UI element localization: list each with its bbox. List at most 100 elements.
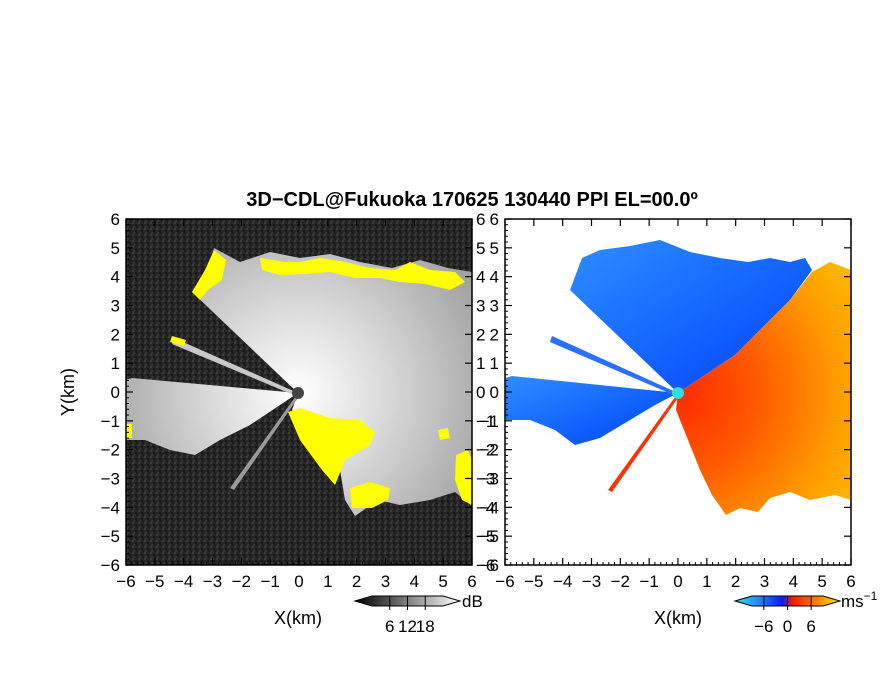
velocity-y-tick-label: 3 <box>490 297 499 316</box>
snr-y-tick-label: −4 <box>101 498 120 517</box>
snr-radar-site <box>292 387 304 399</box>
snr-y-tick-label-right: 3 <box>476 297 485 316</box>
snr-x-tick-label: 4 <box>410 572 419 591</box>
velocity-colorbar-tick-label: −6 <box>754 617 773 636</box>
velocity-y-tick-label: −1 <box>480 412 499 431</box>
snr-mask-region <box>126 250 472 508</box>
snr-x-tick-label: −6 <box>116 572 135 591</box>
snr-colorbar-unit: dB <box>462 592 483 611</box>
velocity-x-tick-label: 3 <box>760 572 769 591</box>
velocity-x-tick-label: 5 <box>817 572 826 591</box>
velocity-beam-sw <box>608 393 680 492</box>
snr-y-tick-label: −2 <box>101 441 120 460</box>
velocity-approaching-region <box>570 240 812 393</box>
snr-y-tick-label: 2 <box>111 325 120 344</box>
velocity-x-tick-label: 6 <box>846 572 855 591</box>
snr-y-tick-label-right: 4 <box>476 268 485 287</box>
snr-y-tick-label: 1 <box>111 354 120 373</box>
snr-y-tick-label-right: 0 <box>476 383 485 402</box>
snr-x-tick-label: −5 <box>145 572 164 591</box>
snr-x-tick-label: −4 <box>174 572 193 591</box>
snr-y-tick-label-right: 1 <box>476 354 485 373</box>
velocity-y-tick-label: 1 <box>490 354 499 373</box>
velocity-x-tick-label: 1 <box>702 572 711 591</box>
velocity-x-tick-label: −1 <box>639 572 658 591</box>
snr-echo-west <box>126 378 298 455</box>
snr-y-tick-label: 4 <box>111 268 120 287</box>
velocity-y-tick-label: −4 <box>480 498 499 517</box>
velocity-y-tick-label: −2 <box>480 441 499 460</box>
snr-x-tick-label: 3 <box>381 572 390 591</box>
velocity-beam-nw <box>550 336 678 396</box>
velocity-approaching-west <box>505 376 678 445</box>
snr-y-axis-label: Y(km) <box>58 368 78 416</box>
snr-y-tick-label: −5 <box>101 527 120 546</box>
snr-y-tick-label: −1 <box>101 412 120 431</box>
velocity-colorbar-tick-label: 0 <box>783 617 792 636</box>
velocity-x-axis-label: X(km) <box>654 608 702 628</box>
velocity-y-tick-label: −3 <box>480 470 499 489</box>
velocity-colorbar-unit: ms−1 <box>841 589 878 611</box>
velocity-colorbar-unit-exponent: −1 <box>864 589 878 603</box>
snr-y-tick-label-right: −3 <box>476 470 495 489</box>
velocity-colorbar-unit-base: ms <box>841 592 864 611</box>
snr-colorbar-tick-label: 6 <box>385 617 394 636</box>
velocity-x-tick-label: −3 <box>582 572 601 591</box>
velocity-colorbar-ticks: −6 0 6 <box>754 596 816 636</box>
velocity-y-tick-label: 5 <box>490 239 499 258</box>
snr-x-tick-label: −1 <box>260 572 279 591</box>
snr-x-tick-label: −3 <box>203 572 222 591</box>
velocity-colorbar: −6 0 6 ms−1 <box>733 589 878 636</box>
snr-y-tick-label: 6 <box>111 210 120 229</box>
velocity-x-tick-label: −5 <box>524 572 543 591</box>
snr-x-axis-label: X(km) <box>274 608 322 628</box>
snr-x-tick-label: 0 <box>294 572 303 591</box>
velocity-x-tick-label: −6 <box>495 572 514 591</box>
snr-y-tick-label: 3 <box>111 297 120 316</box>
snr-y-tick-label-right: 2 <box>476 325 485 344</box>
snr-beam-nw <box>172 338 298 396</box>
velocity-x-tick-label: 0 <box>673 572 682 591</box>
velocity-y-tick-label: 6 <box>490 210 499 229</box>
snr-y-tick-label-right: −1 <box>476 412 495 431</box>
snr-y-tick-label-right: 5 <box>476 239 485 258</box>
chart-title: 3D−CDL@Fukuoka 170625 130440 PPI EL=00.0… <box>246 189 698 211</box>
velocity-y-tick-label: 0 <box>490 383 499 402</box>
snr-y-tick-label-right: −5 <box>476 527 495 546</box>
snr-y-tick-label-right: −4 <box>476 498 495 517</box>
snr-y-tick-label-right: −2 <box>476 441 495 460</box>
snr-x-tick-label: 1 <box>323 572 332 591</box>
velocity-x-tick-label: 4 <box>789 572 798 591</box>
snr-y-tick-label: 5 <box>111 239 120 258</box>
velocity-radar-site <box>672 387 684 399</box>
velocity-y-tick-label: 4 <box>490 268 499 287</box>
velocity-x-tick-label: −4 <box>553 572 572 591</box>
snr-axis-ticks: −6 −5 −4 −3 −2 −1 0 1 2 3 4 5 66 65 54 43 32 21 10 0−1 −1−2−… <box>101 210 496 591</box>
snr-y-tick-label: 0 <box>111 383 120 402</box>
snr-x-tick-label: 6 <box>467 572 476 591</box>
snr-y-tick-label: −3 <box>101 470 120 489</box>
velocity-y-tick-label: −5 <box>480 527 499 546</box>
velocity-x-tick-label: 2 <box>731 572 740 591</box>
snr-x-tick-label: 5 <box>438 572 447 591</box>
snr-y-tick-label: −6 <box>101 556 120 575</box>
snr-y-tick-label-right: −6 <box>476 556 495 575</box>
snr-x-tick-label: 2 <box>352 572 361 591</box>
snr-colorbar-tick-label: 12 <box>398 617 417 636</box>
velocity-colorbar-tick-label: 6 <box>806 617 815 636</box>
snr-panel: −6 −5 −4 −3 −2 −1 0 1 2 3 4 5 66 65 54 43 32 21 10 0−1 −1−2−… <box>58 210 495 628</box>
snr-beam-sw <box>230 393 300 490</box>
velocity-y-tick-label: −6 <box>480 556 499 575</box>
velocity-y-tick-label: 2 <box>490 325 499 344</box>
velocity-receding-region <box>676 262 851 515</box>
snr-x-tick-label: −2 <box>232 572 251 591</box>
snr-echo-region <box>192 248 472 516</box>
snr-y-tick-label-right: 6 <box>476 210 485 229</box>
snr-colorbar-tick-label: 18 <box>416 617 435 636</box>
velocity-x-tick-label: −2 <box>611 572 630 591</box>
